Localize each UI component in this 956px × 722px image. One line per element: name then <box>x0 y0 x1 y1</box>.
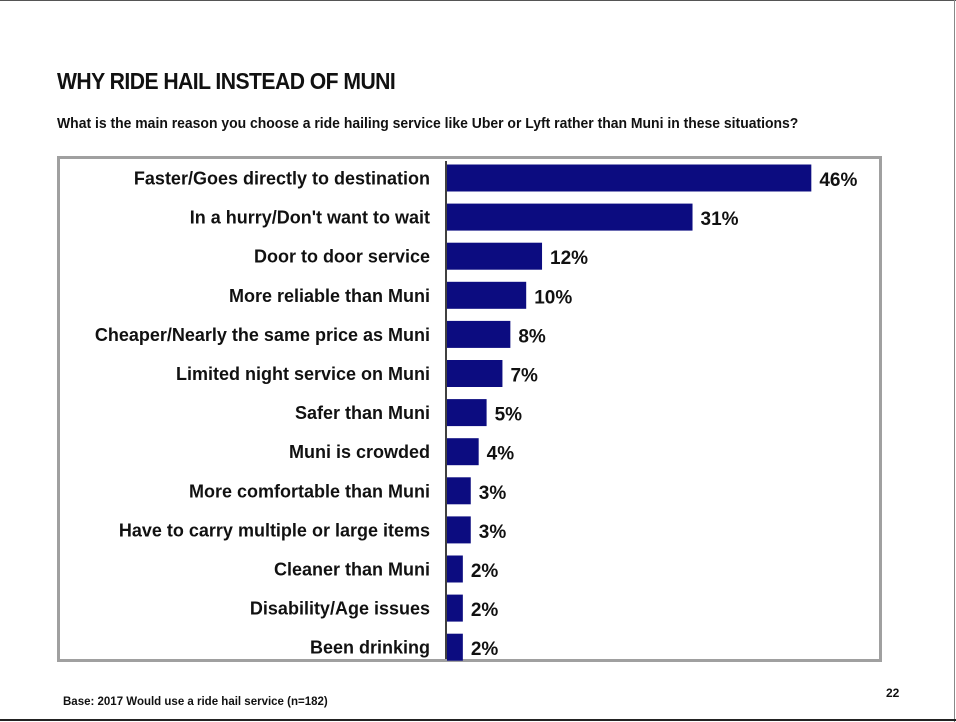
value-label: 2% <box>471 600 499 621</box>
category-label: Faster/Goes directly to destination <box>134 169 430 189</box>
bottom-rule <box>0 719 956 721</box>
value-label: 10% <box>534 287 572 308</box>
bar <box>447 164 812 192</box>
value-label: 4% <box>487 444 515 465</box>
category-label: Been drinking <box>310 638 430 658</box>
base-footnote: Base: 2017 Would use a ride hail service… <box>63 696 328 708</box>
category-label: Door to door service <box>254 247 430 267</box>
category-label: In a hurry/Don't want to wait <box>190 208 430 228</box>
value-label: 7% <box>510 366 538 387</box>
category-label: Have to carry multiple or large items <box>119 520 430 540</box>
bar <box>447 203 693 231</box>
bar <box>447 320 511 348</box>
page-subtitle: What is the main reason you choose a rid… <box>57 115 799 132</box>
category-label: Muni is crowded <box>289 442 430 462</box>
bar <box>447 477 471 505</box>
value-label: 2% <box>471 639 499 660</box>
value-label: 8% <box>518 326 546 347</box>
category-label: More comfortable than Muni <box>189 481 430 501</box>
page-title: WHY RIDE HAIL INSTEAD OF MUNI <box>57 68 396 94</box>
category-label: Disability/Age issues <box>250 599 430 619</box>
bar <box>447 633 463 661</box>
right-rule <box>954 0 955 722</box>
bar <box>447 594 463 622</box>
value-label: 31% <box>701 209 739 230</box>
category-label: Cleaner than Muni <box>274 560 430 580</box>
bar <box>447 360 503 387</box>
bar <box>447 516 471 544</box>
category-label: Limited night service on Muni <box>176 364 430 384</box>
bar <box>447 281 527 309</box>
chart-frame <box>57 156 882 662</box>
category-label: More reliable than Muni <box>229 286 430 306</box>
value-label: 5% <box>495 405 523 426</box>
bar <box>447 555 463 583</box>
bar <box>447 399 487 427</box>
page-number: 22 <box>886 686 900 700</box>
bar <box>447 242 543 270</box>
category-label: Safer than Muni <box>295 403 430 423</box>
value-label: 3% <box>479 483 507 504</box>
category-label: Cheaper/Nearly the same price as Muni <box>95 325 430 345</box>
value-label: 12% <box>550 248 588 269</box>
top-rule <box>0 0 956 1</box>
value-label: 3% <box>479 522 507 543</box>
value-label: 46% <box>819 170 857 191</box>
value-label: 2% <box>471 561 499 582</box>
bar <box>447 438 479 466</box>
